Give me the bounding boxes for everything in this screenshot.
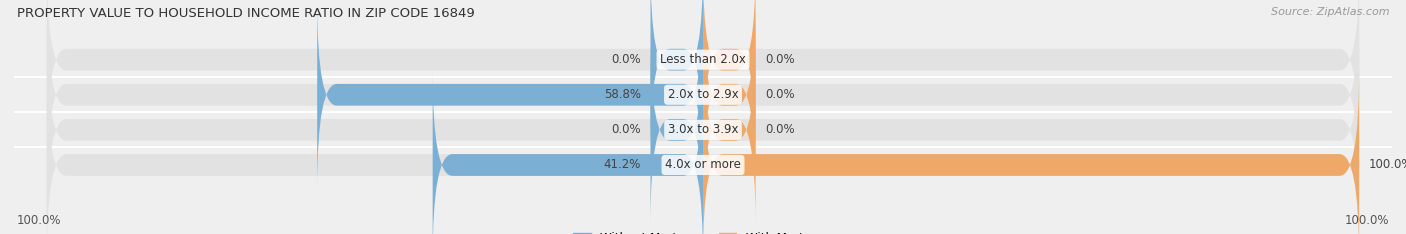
- Text: 100.0%: 100.0%: [1369, 158, 1406, 172]
- FancyBboxPatch shape: [703, 0, 755, 189]
- FancyBboxPatch shape: [703, 0, 755, 154]
- Text: 0.0%: 0.0%: [612, 53, 641, 66]
- Text: 100.0%: 100.0%: [1344, 214, 1389, 227]
- Text: 0.0%: 0.0%: [612, 123, 641, 136]
- Text: 4.0x or more: 4.0x or more: [665, 158, 741, 172]
- FancyBboxPatch shape: [46, 0, 1360, 154]
- FancyBboxPatch shape: [46, 0, 1360, 189]
- Text: Less than 2.0x: Less than 2.0x: [659, 53, 747, 66]
- FancyBboxPatch shape: [318, 0, 703, 189]
- FancyBboxPatch shape: [703, 35, 755, 224]
- Text: 0.0%: 0.0%: [765, 53, 794, 66]
- FancyBboxPatch shape: [651, 0, 703, 154]
- Text: 58.8%: 58.8%: [603, 88, 641, 101]
- Text: 2.0x to 2.9x: 2.0x to 2.9x: [668, 88, 738, 101]
- FancyBboxPatch shape: [46, 35, 1360, 224]
- Legend: Without Mortgage, With Mortgage: Without Mortgage, With Mortgage: [568, 227, 838, 234]
- FancyBboxPatch shape: [46, 70, 1360, 234]
- FancyBboxPatch shape: [703, 70, 1360, 234]
- Text: 0.0%: 0.0%: [765, 123, 794, 136]
- Text: PROPERTY VALUE TO HOUSEHOLD INCOME RATIO IN ZIP CODE 16849: PROPERTY VALUE TO HOUSEHOLD INCOME RATIO…: [17, 7, 475, 20]
- Text: Source: ZipAtlas.com: Source: ZipAtlas.com: [1271, 7, 1389, 17]
- Text: 0.0%: 0.0%: [765, 88, 794, 101]
- Text: 100.0%: 100.0%: [17, 214, 62, 227]
- Text: 3.0x to 3.9x: 3.0x to 3.9x: [668, 123, 738, 136]
- FancyBboxPatch shape: [433, 70, 703, 234]
- FancyBboxPatch shape: [651, 35, 703, 224]
- Text: 41.2%: 41.2%: [603, 158, 641, 172]
